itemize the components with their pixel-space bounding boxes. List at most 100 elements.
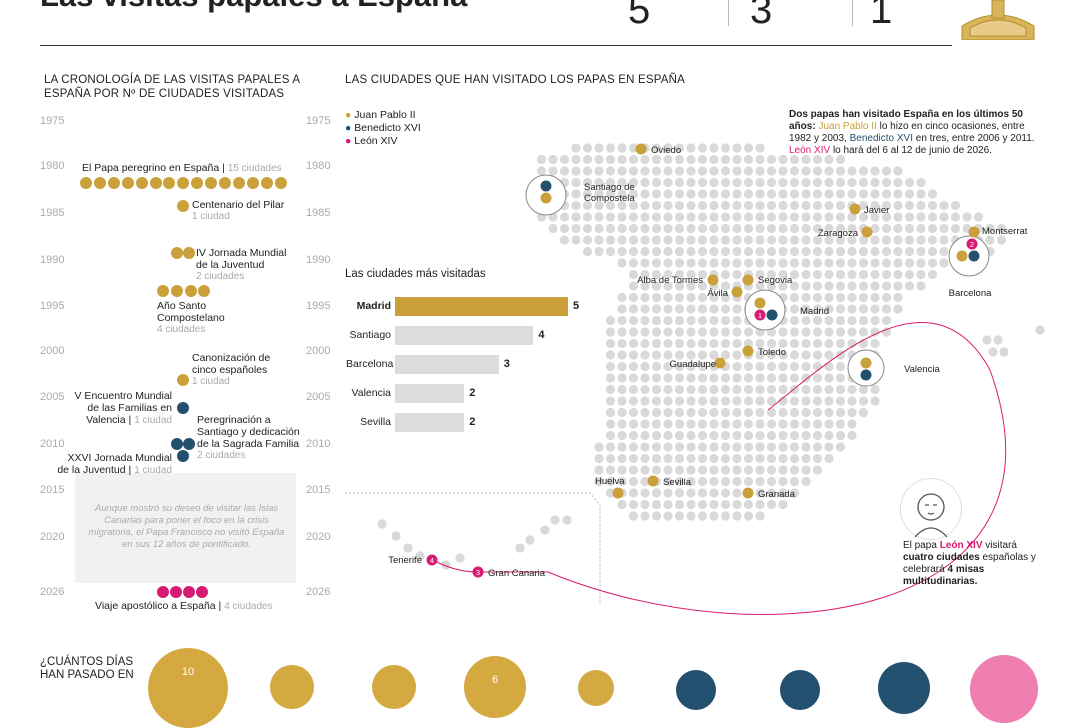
map-grid-dot xyxy=(824,235,834,245)
map-grid-dot xyxy=(594,143,604,153)
map-grid-dot xyxy=(881,304,892,314)
map-grid-dot xyxy=(743,430,754,441)
map-grid-dot xyxy=(778,361,788,372)
map-grid-dot xyxy=(743,200,754,211)
map-grid-dot xyxy=(732,200,742,211)
map-grid-dot xyxy=(847,315,857,326)
dot-juan-pablo xyxy=(157,285,169,297)
map-grid-dot xyxy=(732,511,742,521)
map-grid-dot xyxy=(824,373,834,383)
map-grid-dot xyxy=(732,361,742,372)
map-grid-dot xyxy=(835,235,846,245)
map-grid-dot xyxy=(881,189,892,199)
map-grid-dot xyxy=(801,350,811,360)
map-grid-dot xyxy=(720,154,731,165)
map-grid-dot xyxy=(812,189,823,199)
dot-juan-pablo xyxy=(754,297,766,309)
days-circle xyxy=(970,655,1038,723)
map-grid-dot xyxy=(824,258,834,268)
map-grid-dot xyxy=(640,154,650,165)
map-grid-dot xyxy=(824,189,834,199)
event-label: Viaje apostólico a España | xyxy=(95,600,222,612)
map-grid-dot xyxy=(950,223,961,234)
map-grid-dot xyxy=(916,258,926,268)
map-grid-dot xyxy=(789,327,800,337)
map-grid-dot xyxy=(697,177,708,188)
map-grid-dot xyxy=(778,338,788,349)
map-grid-dot xyxy=(663,189,673,199)
map-grid-dot xyxy=(789,258,800,268)
map-grid-dot xyxy=(755,258,765,268)
map-grid-dot xyxy=(720,430,731,441)
map-grid-dot xyxy=(801,453,811,464)
map-grid-dot xyxy=(720,304,731,314)
map-grid-dot xyxy=(755,154,765,165)
map-grid-dot xyxy=(651,407,662,418)
map-grid-dot xyxy=(651,315,662,326)
map-grid-dot xyxy=(812,350,823,360)
map-grid-dot xyxy=(801,338,811,349)
map-grid-dot xyxy=(988,347,998,357)
map-grid-dot xyxy=(582,143,593,153)
city-label: Madrid xyxy=(800,306,829,317)
map-grid-dot xyxy=(559,166,570,176)
map-grid-dot xyxy=(455,553,465,563)
map-grid-dot xyxy=(686,269,696,280)
bar xyxy=(395,384,465,403)
map-grid-dot xyxy=(870,281,880,291)
map-grid-dot xyxy=(709,304,719,314)
map-grid-dot xyxy=(789,419,800,429)
map-grid-dot xyxy=(617,407,627,418)
map-grid-dot xyxy=(651,442,662,452)
city-label: Oviedo xyxy=(651,145,681,156)
map-grid-dot xyxy=(847,269,857,280)
map-grid-dot xyxy=(881,315,892,326)
city-label: Montserrat xyxy=(982,226,1028,237)
map-grid-dot xyxy=(766,442,777,452)
dot-juan-pablo xyxy=(956,250,968,262)
map-grid-dot xyxy=(870,304,880,314)
map-grid-dot xyxy=(824,442,834,452)
map-grid-dot xyxy=(789,350,800,360)
map-grid-dot xyxy=(628,315,639,326)
map-grid-dot xyxy=(617,396,627,406)
map-grid-dot xyxy=(743,476,754,487)
map-grid-dot xyxy=(686,177,696,188)
dot-juan-pablo xyxy=(205,177,218,189)
map-grid-dot xyxy=(663,384,673,395)
map-grid-dot xyxy=(686,292,696,303)
leon-stop-number: 3 xyxy=(476,568,480,577)
map-grid-dot xyxy=(801,269,811,280)
map-grid-dot xyxy=(686,350,696,360)
map-grid-dot xyxy=(812,465,823,475)
dot-benedicto xyxy=(171,438,183,450)
leon-route xyxy=(547,321,1006,615)
map-grid-dot xyxy=(743,327,754,337)
map-grid-dot xyxy=(617,350,627,360)
map-grid-dot xyxy=(605,189,616,199)
map-grid-dot xyxy=(674,327,685,337)
map-grid-dot xyxy=(697,327,708,337)
map-grid-dot xyxy=(686,223,696,234)
map-grid-dot xyxy=(720,292,731,303)
bar-category-label: Sevilla xyxy=(360,416,391,428)
map-grid-dot xyxy=(720,258,731,268)
map-grid-dot xyxy=(651,189,662,199)
map-grid-dot xyxy=(766,154,777,165)
map-grid-dot xyxy=(709,327,719,337)
map-grid-dot xyxy=(674,143,685,153)
map-grid-dot xyxy=(709,143,719,153)
map-grid-dot xyxy=(801,407,811,418)
map-grid-dot xyxy=(870,315,880,326)
map-grid-dot xyxy=(927,212,938,222)
map-grid-dot xyxy=(686,154,696,165)
map-grid-dot xyxy=(812,200,823,211)
city-label: Guadalupe xyxy=(670,359,716,370)
map-grid-dot xyxy=(778,350,788,360)
map-grid-dot xyxy=(847,281,857,291)
dot-juan-pablo xyxy=(635,143,647,155)
map-grid-dot xyxy=(732,396,742,406)
map-grid-dot xyxy=(663,223,673,234)
map-grid-dot xyxy=(415,551,425,561)
map-grid-dot xyxy=(778,269,788,280)
